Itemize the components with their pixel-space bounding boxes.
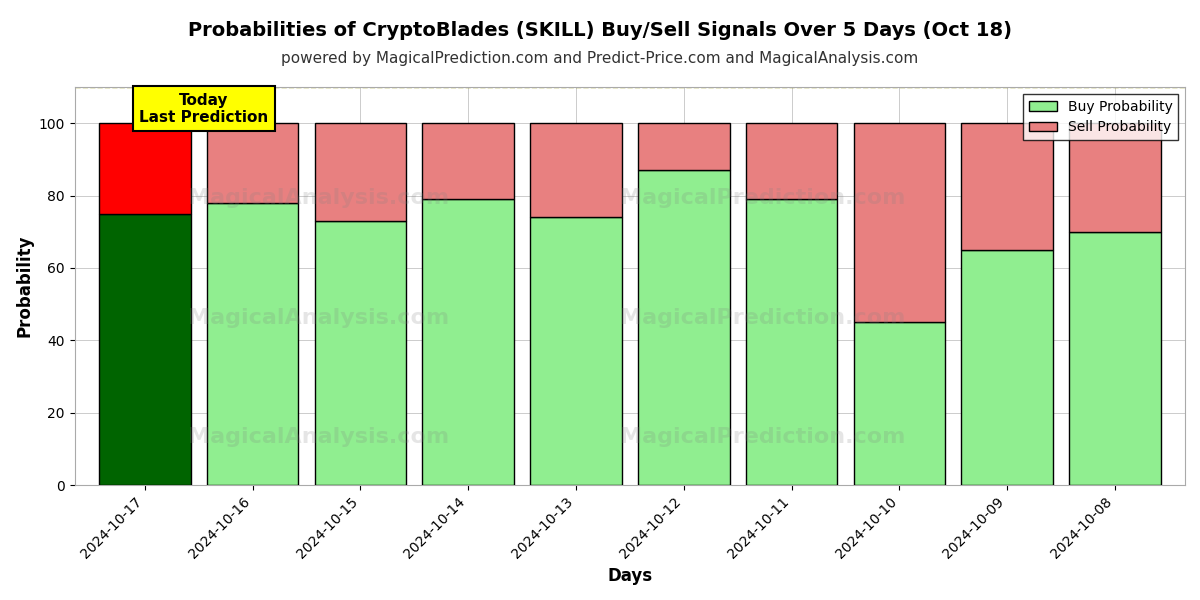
Bar	[314, 123, 406, 221]
Bar	[853, 322, 946, 485]
Bar	[961, 250, 1052, 485]
Bar	[206, 123, 299, 203]
Bar	[98, 214, 191, 485]
Bar	[638, 170, 730, 485]
Text: MagicalPrediction.com: MagicalPrediction.com	[620, 308, 906, 328]
Bar	[206, 203, 299, 485]
Legend: Buy Probability, Sell Probability: Buy Probability, Sell Probability	[1024, 94, 1178, 140]
Bar	[745, 199, 838, 485]
Bar	[530, 123, 622, 217]
Bar	[853, 123, 946, 322]
Text: MagicalAnalysis.com: MagicalAnalysis.com	[188, 427, 450, 448]
Text: Today
Last Prediction: Today Last Prediction	[139, 92, 269, 125]
Bar	[961, 123, 1052, 250]
Bar	[314, 221, 406, 485]
Bar	[1069, 232, 1160, 485]
Text: MagicalPrediction.com: MagicalPrediction.com	[620, 427, 906, 448]
Bar	[98, 123, 191, 214]
Bar	[745, 123, 838, 199]
Text: powered by MagicalPrediction.com and Predict-Price.com and MagicalAnalysis.com: powered by MagicalPrediction.com and Pre…	[281, 51, 919, 66]
Text: MagicalAnalysis.com: MagicalAnalysis.com	[188, 188, 450, 208]
Text: MagicalPrediction.com: MagicalPrediction.com	[620, 188, 906, 208]
Text: Probabilities of CryptoBlades (SKILL) Buy/Sell Signals Over 5 Days (Oct 18): Probabilities of CryptoBlades (SKILL) Bu…	[188, 21, 1012, 40]
Y-axis label: Probability: Probability	[16, 235, 34, 337]
Bar	[422, 123, 514, 199]
Text: MagicalAnalysis.com: MagicalAnalysis.com	[188, 308, 450, 328]
Bar	[530, 217, 622, 485]
X-axis label: Days: Days	[607, 567, 653, 585]
Bar	[1069, 123, 1160, 232]
Bar	[638, 123, 730, 170]
Bar	[422, 199, 514, 485]
